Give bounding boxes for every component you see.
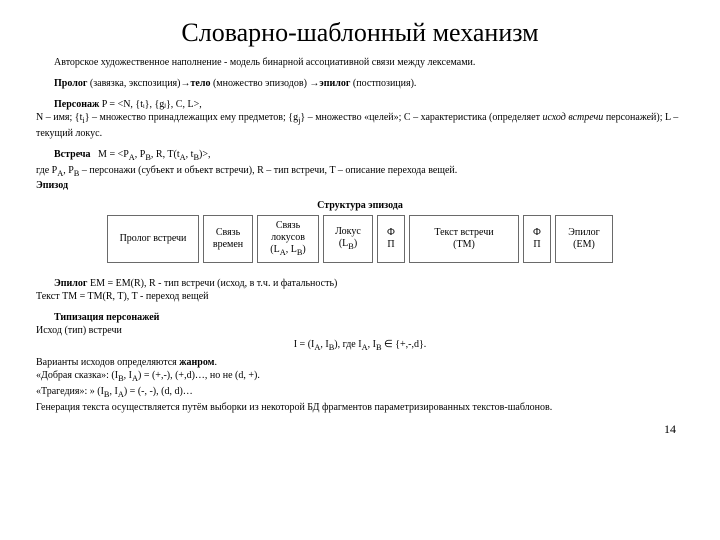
epilog-text-block: Эпилог EM = EM(R), R - тип встречи (исхо… [36,277,684,303]
slide-page: Словарно-шаблонный механизм Авторское ху… [0,0,720,445]
intro-paragraph: Авторское художественное наполнение - мо… [36,56,684,69]
box-epilog: Эпилог (EM) [555,215,613,263]
prolog-paragraph: Пролог (завязка, экспозиция)→тело (множе… [36,77,684,90]
page-number: 14 [36,422,684,437]
structure-label: Структура эпизода [36,200,684,211]
box-meeting-text: Текст встречи (TM) [409,215,519,263]
typization-formula: I = (IA, IB), где IA, IB ∈ {+,-,d}. [36,339,684,352]
vstrecha-block: Встреча M = <PA, PB, R, T(tA, tB)>, где … [36,148,684,193]
typization-block: Типизация персонажей Исход (тип) встречи [36,311,684,337]
typization-label: Типизация персонажей [54,312,159,323]
box-fp-2: Ф П [523,215,551,263]
page-title: Словарно-шаблонный механизм [36,18,684,48]
epilog-bold: Эпилог [54,278,87,289]
prolog-label: Пролог [54,78,87,89]
box-locus: Локус (LB) [323,215,373,263]
episode-diagram: Пролог встречи Связь времен Связь локусо… [36,215,684,263]
genre-block: Варианты исходов определяются жанром. «Д… [36,356,684,414]
box-time-link: Связь времен [203,215,253,263]
epilog-label: эпилог [319,78,350,89]
vstrecha-label: Встреча [54,149,91,160]
personazh-label: Персонаж [54,99,99,110]
epizod-label: Эпизод [36,180,68,191]
personazh-body: N – имя; {ti} – множество принадлежащих … [36,112,678,139]
telo-label: тело [191,78,211,89]
personazh-block: Персонаж P = <N, {tᵢ}, {gⱼ}, C, L>, N – … [36,98,684,140]
box-fp-1: Ф П [377,215,405,263]
box-prolog: Пролог встречи [107,215,199,263]
box-locus-link: Связь локусов (LA, LB) [257,215,319,263]
